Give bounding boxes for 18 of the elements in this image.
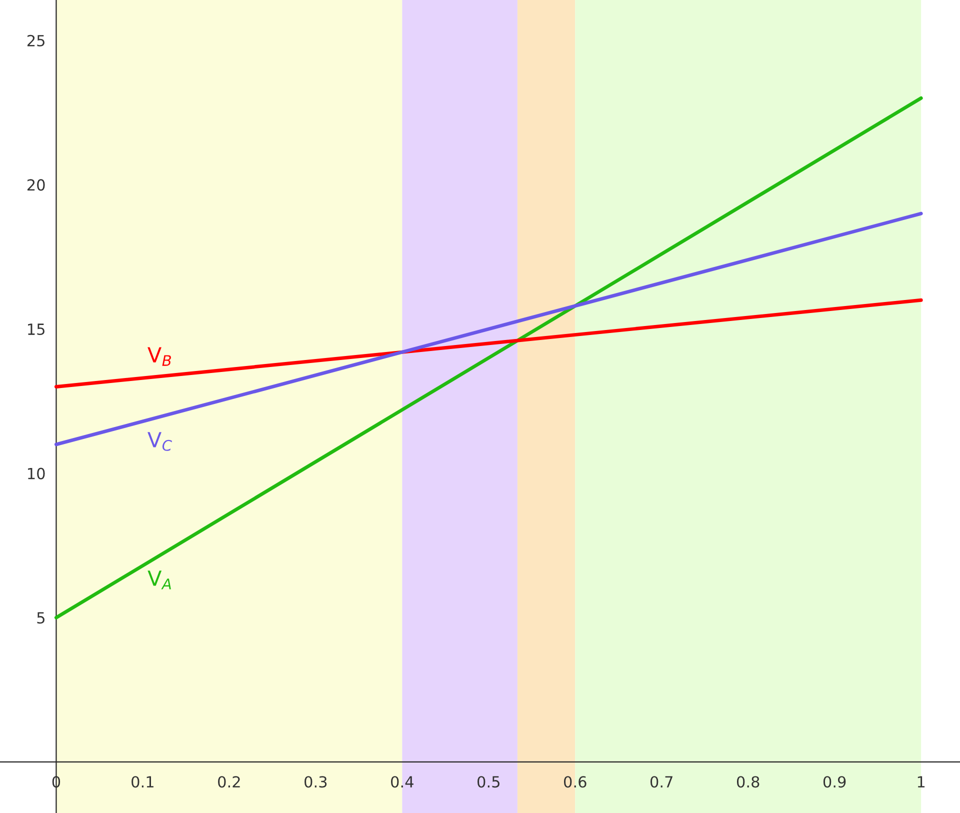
x-tick-label: 0.2 bbox=[218, 776, 240, 788]
series-label: V$_{B}$ bbox=[148, 347, 171, 366]
x-tick-label: 0.7 bbox=[650, 776, 672, 788]
y-tick-label: 20 bbox=[27, 179, 45, 191]
y-tick-label: 5 bbox=[37, 612, 44, 624]
series-label: V$_{A}$ bbox=[148, 570, 171, 590]
x-tick-label: 0.6 bbox=[564, 776, 586, 788]
x-tick-label: 1 bbox=[918, 776, 925, 788]
x-tick-label: 0.4 bbox=[391, 776, 414, 788]
x-tick-label: 0.8 bbox=[736, 776, 760, 788]
x-tick-label: 0.9 bbox=[823, 776, 846, 788]
y-tick-label: 15 bbox=[28, 324, 44, 336]
y-tick-label: 10 bbox=[28, 468, 45, 480]
y-tick-label: 25 bbox=[27, 34, 44, 46]
series-label: V$_{C}$ bbox=[148, 432, 172, 451]
x-tick-label: 0.1 bbox=[132, 776, 154, 788]
x-tick-label: 0.3 bbox=[304, 776, 327, 788]
x-tick-label: 0.5 bbox=[478, 776, 500, 788]
